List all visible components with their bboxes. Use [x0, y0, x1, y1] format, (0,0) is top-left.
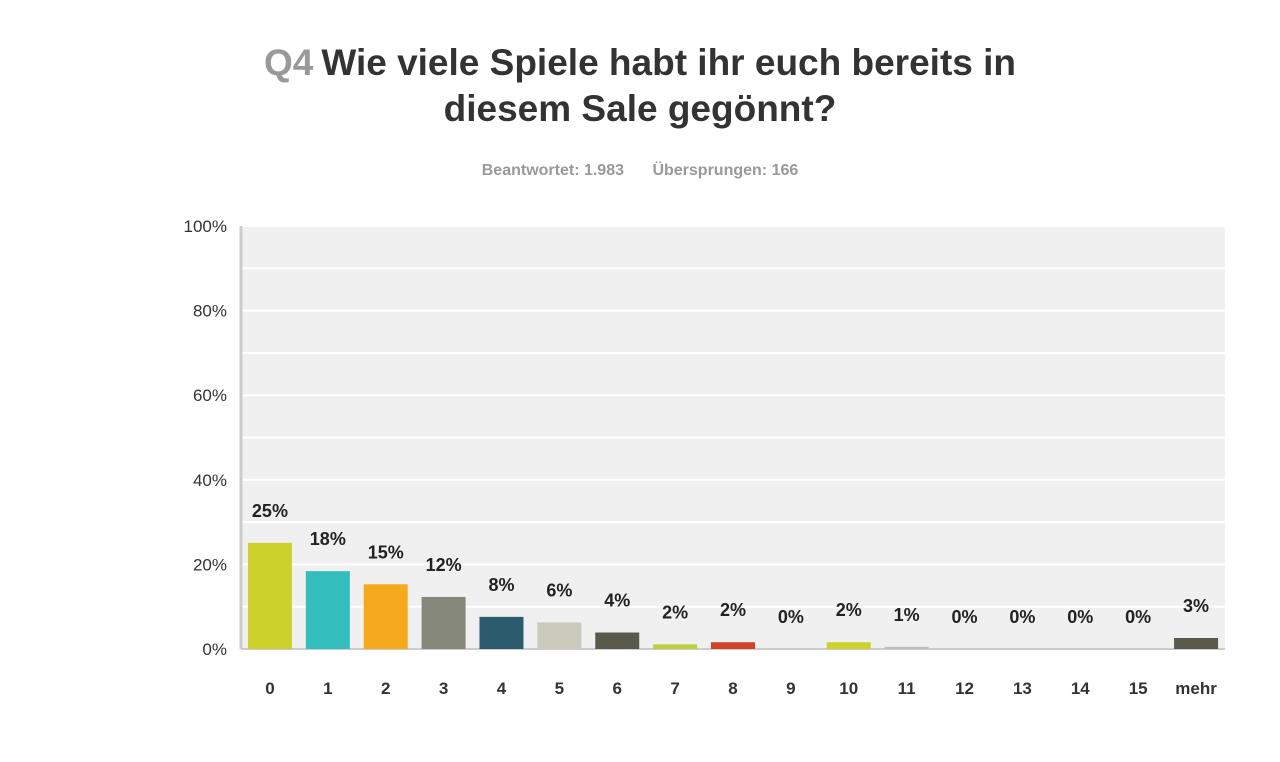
x-tick-label-15: 15 — [1129, 679, 1148, 698]
y-tick-label: 80% — [193, 302, 227, 321]
data-label-0: 25% — [252, 501, 288, 521]
x-tick-label-12: 12 — [955, 679, 974, 698]
data-label-4: 8% — [488, 575, 514, 595]
answered-count: Beantwortet: 1.983 — [481, 162, 624, 179]
data-label-8: 2% — [720, 600, 746, 620]
bar-5 — [537, 622, 582, 649]
x-tick-label-4: 4 — [497, 679, 507, 698]
x-tick-label-13: 13 — [1013, 679, 1032, 698]
question-number: Q4 — [263, 42, 314, 83]
bar-7 — [653, 644, 698, 649]
data-label-13: 0% — [1009, 607, 1035, 627]
question-text-line2: diesem Sale gegönnt? — [443, 88, 837, 129]
x-tick-label-10: 10 — [839, 679, 858, 698]
x-tick-label-14: 14 — [1071, 679, 1090, 698]
x-tick-label-9: 9 — [786, 679, 795, 698]
data-label-10: 2% — [836, 600, 862, 620]
bar-10 — [826, 642, 871, 649]
skipped-count: Übersprungen: 166 — [652, 162, 799, 179]
data-label-7: 2% — [662, 602, 688, 622]
x-tick-label-0: 0 — [265, 679, 274, 698]
bar-4 — [479, 616, 524, 649]
x-tick-label-8: 8 — [728, 679, 737, 698]
response-stats: Beantwortet: 1.983 Übersprungen: 166 — [0, 162, 1280, 180]
bar-mehr — [1174, 638, 1219, 649]
x-tick-label-1: 1 — [323, 679, 332, 698]
bar-2 — [363, 584, 408, 649]
bar-6 — [595, 632, 640, 649]
data-label-11: 1% — [894, 605, 920, 625]
data-label-3: 12% — [426, 555, 462, 575]
y-tick-label: 40% — [193, 471, 227, 490]
data-label-15: 0% — [1125, 607, 1151, 627]
x-tick-label-3: 3 — [439, 679, 448, 698]
bar-8 — [711, 642, 755, 649]
y-tick-label: 60% — [193, 386, 227, 405]
x-tick-label-2: 2 — [381, 679, 390, 698]
bar-3 — [421, 596, 466, 649]
y-tick-label: 20% — [193, 555, 227, 574]
data-label-14: 0% — [1067, 607, 1093, 627]
data-label-12: 0% — [952, 607, 978, 627]
question-title: Q4 Wie viele Spiele habt ihr euch bereits… — [0, 40, 1280, 132]
data-label-1: 18% — [310, 529, 346, 549]
data-label-2: 15% — [368, 542, 404, 562]
bar-1 — [305, 571, 350, 649]
data-label-mehr: 3% — [1183, 596, 1209, 616]
y-tick-label: 0% — [202, 640, 227, 659]
y-tick-label: 100% — [184, 217, 227, 236]
x-tick-label-11: 11 — [898, 679, 916, 698]
x-tick-label-6: 6 — [613, 679, 622, 698]
x-tick-label-mehr: mehr — [1175, 679, 1217, 698]
data-label-5: 6% — [546, 580, 572, 600]
x-tick-label-5: 5 — [555, 679, 564, 698]
bar-11 — [884, 646, 929, 649]
x-tick-label-7: 7 — [670, 679, 679, 698]
data-label-9: 0% — [778, 607, 804, 627]
bar-0 — [247, 542, 292, 649]
question-text-line1: Wie viele Spiele habt ihr euch bereits i… — [321, 42, 1016, 83]
data-label-6: 4% — [604, 591, 630, 611]
